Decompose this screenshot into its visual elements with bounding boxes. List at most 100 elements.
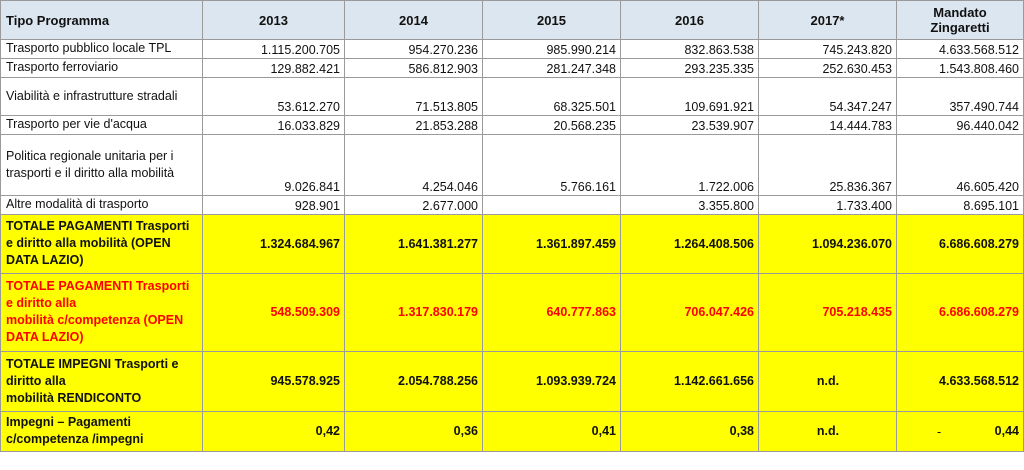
cell-value: 357.490.744 [896, 77, 1024, 116]
total-label: Impegni – Pagamenti c/competenza /impegn… [0, 411, 203, 452]
table-row: Trasporto per vie d'acqua 16.033.829 21.… [0, 115, 1024, 135]
total-label-line: c/competenza /impegni [6, 432, 144, 446]
header-year-2017: 2017* [758, 0, 897, 40]
row-label: Altre modalità di trasporto [0, 195, 203, 215]
total-value: 1.142.661.656 [620, 351, 759, 412]
total-label-line: e diritto alla [6, 296, 77, 310]
budget-table: Tipo Programma 2013 2014 2015 2016 2017*… [0, 0, 1024, 452]
total-value: 1.317.830.179 [344, 273, 483, 352]
cell-value: 3.355.800 [620, 195, 759, 215]
total-value: 1.641.381.277 [344, 214, 483, 274]
row-label-line: trasporti e il diritto alla mobilità [6, 165, 175, 180]
header-row: Tipo Programma 2013 2014 2015 2016 2017*… [0, 0, 1024, 40]
total-value: 706.047.426 [620, 273, 759, 352]
total-label-line: TOTALE PAGAMENTI Trasporti [6, 279, 190, 293]
total-label: TOTALE PAGAMENTI Trasporti e diritto all… [0, 273, 203, 352]
cell-value: 5.766.161 [482, 134, 621, 196]
cell-value: 281.247.348 [482, 58, 621, 78]
table-row: Trasporto ferroviario 129.882.421 586.81… [0, 58, 1024, 78]
ratio-value-nd: n.d. [758, 411, 897, 452]
cell-value: 21.853.288 [344, 115, 483, 135]
cell-value: 71.513.805 [344, 77, 483, 116]
cell-value: 293.235.335 [620, 58, 759, 78]
total-label-line: DATA LAZIO) [6, 330, 84, 344]
cell-value: 985.990.214 [482, 39, 621, 59]
total-row-pagamenti-competenza: TOTALE PAGAMENTI Trasporti e diritto all… [0, 273, 1024, 352]
cell-value: 53.612.270 [202, 77, 345, 116]
total-value: 4.633.568.512 [896, 351, 1024, 412]
row-label: Trasporto per vie d'acqua [0, 115, 203, 135]
table-row: Politica regionale unitaria per i traspo… [0, 134, 1024, 196]
cell-value: 4.254.046 [344, 134, 483, 196]
cell-value: 4.633.568.512 [896, 39, 1024, 59]
ratio-value-text: 0,44 [994, 424, 1019, 438]
row-label: Trasporto pubblico locale TPL [0, 39, 203, 59]
cell-value: 1.733.400 [758, 195, 897, 215]
total-label-line: mobilità c/competenza (OPEN [6, 313, 184, 327]
total-row-pagamenti: TOTALE PAGAMENTI Trasporti e diritto all… [0, 214, 1024, 274]
row-label-text: Viabilità e infrastrutture stradali [6, 88, 178, 103]
cell-value: 9.026.841 [202, 134, 345, 196]
total-row-impegni: TOTALE IMPEGNI Trasporti e diritto alla … [0, 351, 1024, 412]
total-label: TOTALE IMPEGNI Trasporti e diritto alla … [0, 351, 203, 412]
header-year-2014: 2014 [344, 0, 483, 40]
total-value-nd: n.d. [758, 351, 897, 412]
ratio-dash: - [937, 424, 942, 439]
cell-value: 54.347.247 [758, 77, 897, 116]
row-label: Viabilità e infrastrutture stradali [0, 77, 203, 116]
total-value: 6.686.608.279 [896, 273, 1024, 352]
cell-value: 129.882.421 [202, 58, 345, 78]
header-mandato: Mandato Zingaretti [896, 0, 1024, 40]
ratio-value: 0,38 [620, 411, 759, 452]
total-label-line: TOTALE IMPEGNI Trasporti e [6, 356, 179, 371]
total-value: 640.777.863 [482, 273, 621, 352]
total-label-line: DATA LAZIO) [6, 253, 84, 267]
cell-value: 928.901 [202, 195, 345, 215]
cell-value: 25.836.367 [758, 134, 897, 196]
header-mandato-line1: Mandato [933, 5, 987, 20]
total-value: 1.264.408.506 [620, 214, 759, 274]
total-label-line: TOTALE PAGAMENTI Trasporti [6, 219, 190, 233]
ratio-value: 0,36 [344, 411, 483, 452]
cell-value: 586.812.903 [344, 58, 483, 78]
ratio-value: 0,41 [482, 411, 621, 452]
cell-value: 20.568.235 [482, 115, 621, 135]
total-value: 548.509.309 [202, 273, 345, 352]
header-tipo-programma: Tipo Programma [0, 0, 203, 40]
cell-value: 96.440.042 [896, 115, 1024, 135]
cell-value: 14.444.783 [758, 115, 897, 135]
total-value: 1.093.939.724 [482, 351, 621, 412]
total-label-line: diritto alla [6, 373, 66, 388]
table-row: Altre modalità di trasporto 928.901 2.67… [0, 195, 1024, 215]
cell-value: 252.630.453 [758, 58, 897, 78]
cell-value: 16.033.829 [202, 115, 345, 135]
cell-value: 745.243.820 [758, 39, 897, 59]
header-year-2013: 2013 [202, 0, 345, 40]
header-year-2015: 2015 [482, 0, 621, 40]
total-value: 6.686.608.279 [896, 214, 1024, 274]
cell-value [482, 195, 621, 215]
cell-value: 8.695.101 [896, 195, 1024, 215]
cell-value: 1.722.006 [620, 134, 759, 196]
total-label-line: mobilità RENDICONTO [6, 390, 142, 405]
row-label-line: Politica regionale unitaria per i [6, 148, 174, 163]
total-value: 1.361.897.459 [482, 214, 621, 274]
total-value: 1.094.236.070 [758, 214, 897, 274]
cell-value: 1.115.200.705 [202, 39, 345, 59]
table-row: Viabilità e infrastrutture stradali 53.6… [0, 77, 1024, 116]
row-label: Politica regionale unitaria per i traspo… [0, 134, 203, 196]
cell-value: 68.325.501 [482, 77, 621, 116]
cell-value: 1.543.808.460 [896, 58, 1024, 78]
total-value: 1.324.684.967 [202, 214, 345, 274]
total-value: 2.054.788.256 [344, 351, 483, 412]
cell-value: 46.605.420 [896, 134, 1024, 196]
cell-value: 832.863.538 [620, 39, 759, 59]
header-mandato-line2: Zingaretti [930, 20, 990, 35]
cell-value: 2.677.000 [344, 195, 483, 215]
table-row: Trasporto pubblico locale TPL 1.115.200.… [0, 39, 1024, 59]
total-label-line: e diritto alla mobilità (OPEN [6, 236, 171, 250]
header-year-2016: 2016 [620, 0, 759, 40]
ratio-value: 0,42 [202, 411, 345, 452]
row-label: Trasporto ferroviario [0, 58, 203, 78]
cell-value: 109.691.921 [620, 77, 759, 116]
